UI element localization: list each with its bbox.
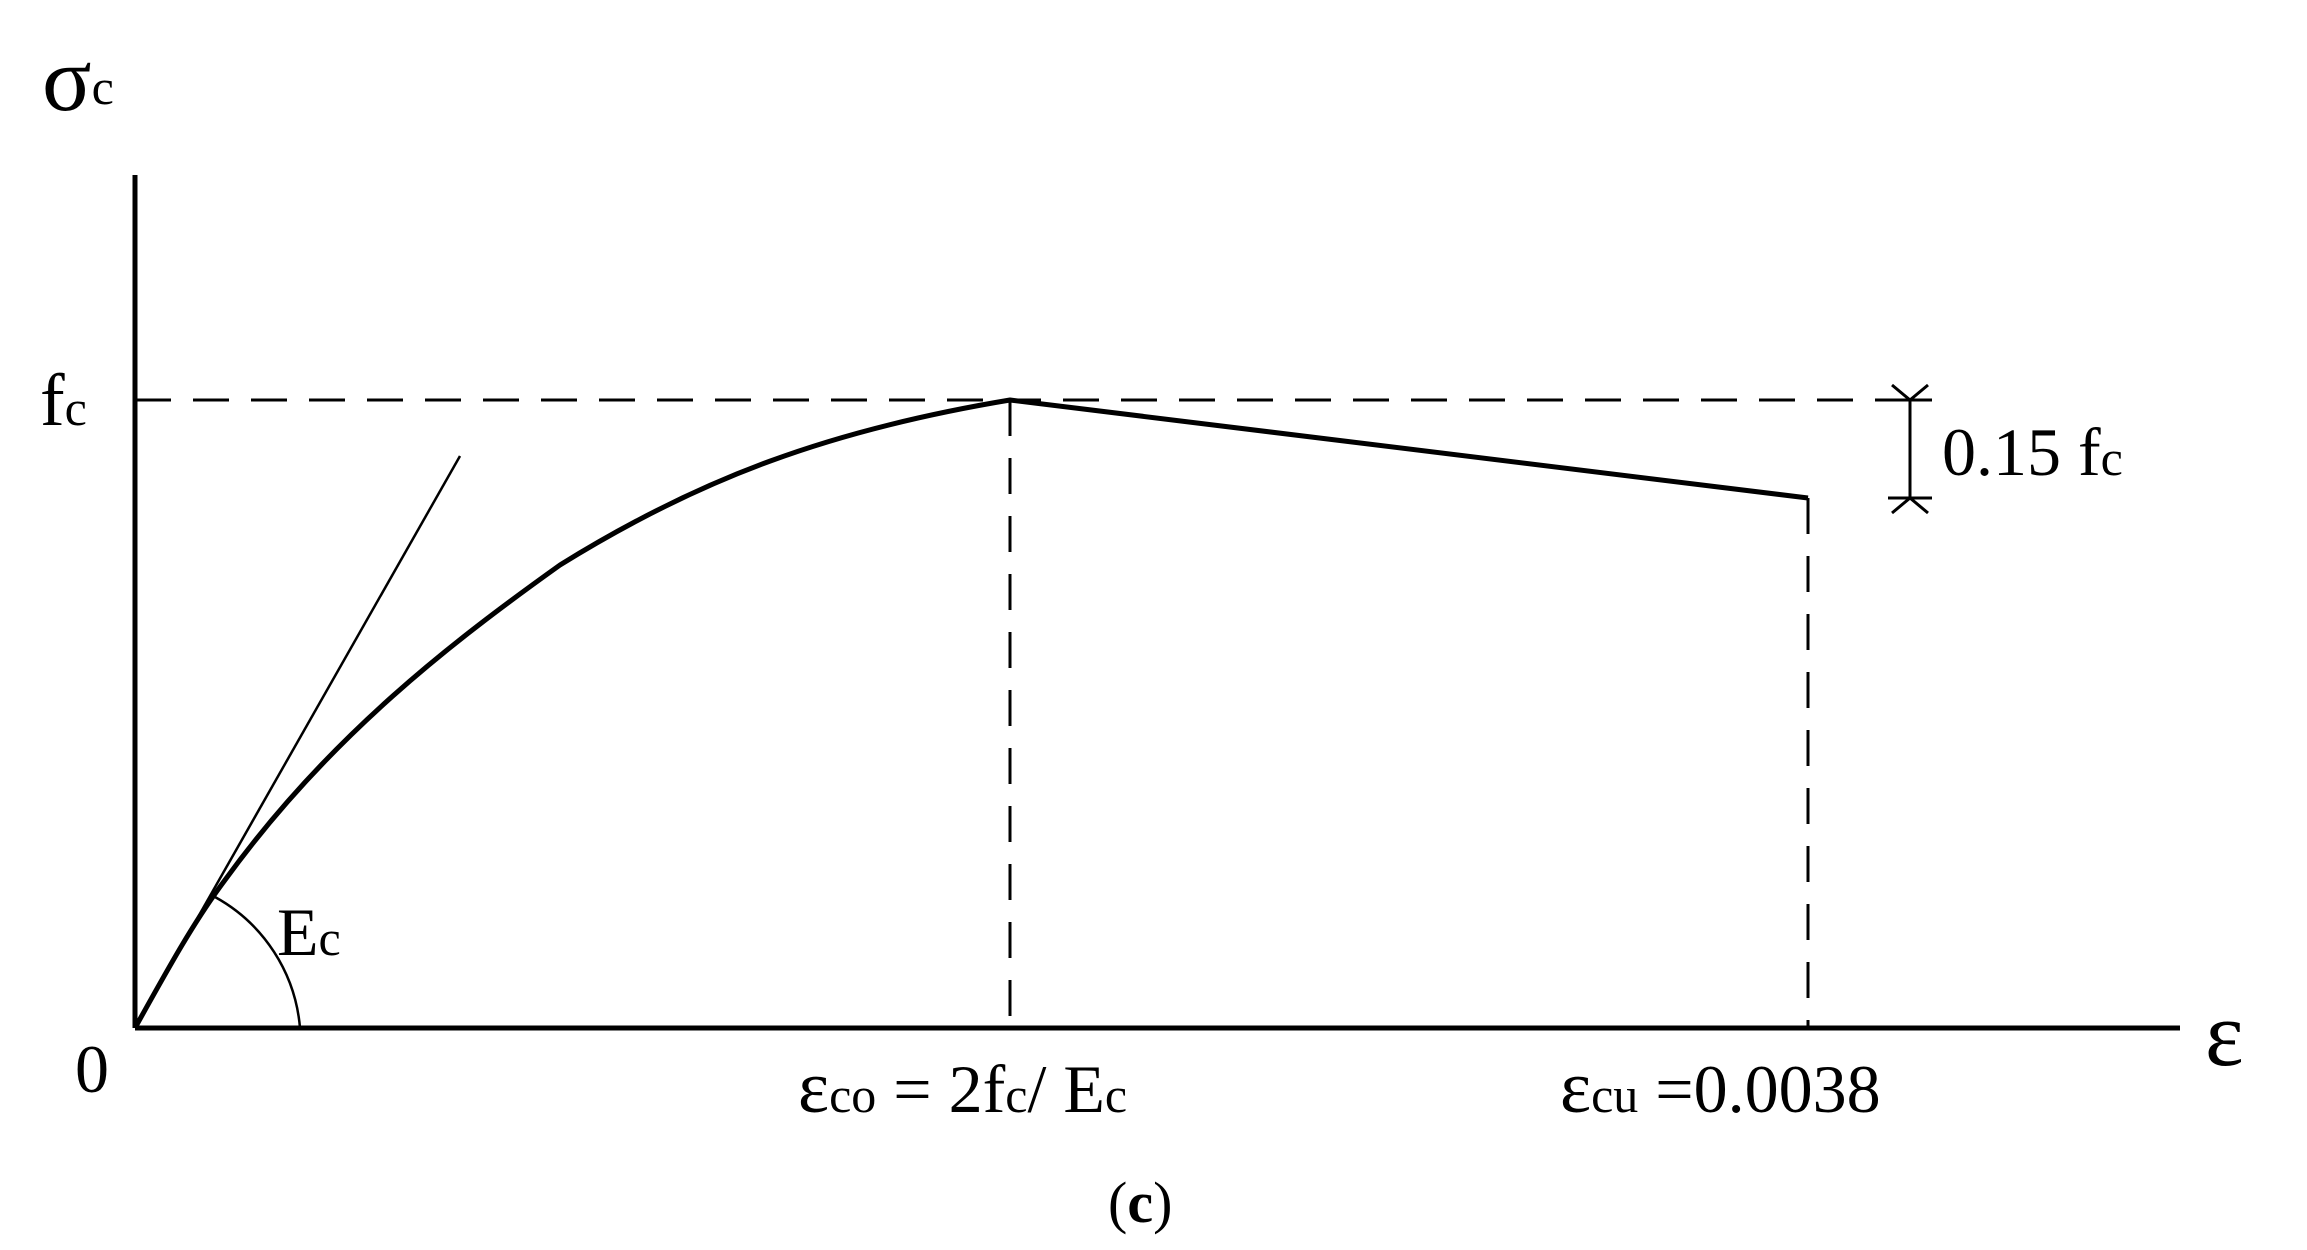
drop-arrow-bottom bbox=[1891, 496, 1929, 515]
stress-strain-curve bbox=[132, 397, 1809, 1030]
x-axis-label: ε bbox=[2205, 983, 2244, 1085]
origin-label: 0 bbox=[75, 1031, 109, 1107]
ultimate-strain-label: εcu =0.0038 bbox=[1560, 1047, 1881, 1129]
modulus-label: Ec bbox=[277, 894, 341, 970]
peak-strain-label: εco = 2fc/ Ec bbox=[798, 1047, 1127, 1129]
drop-arrow-top bbox=[1891, 383, 1929, 402]
figure-caption: (c) bbox=[1108, 1170, 1172, 1235]
drop-label: 0.15 fc bbox=[1942, 414, 2123, 490]
y-axis-label: σc bbox=[42, 28, 114, 130]
modulus-angle-arc bbox=[214, 895, 302, 1029]
peak-stress-label: fc bbox=[40, 360, 87, 442]
